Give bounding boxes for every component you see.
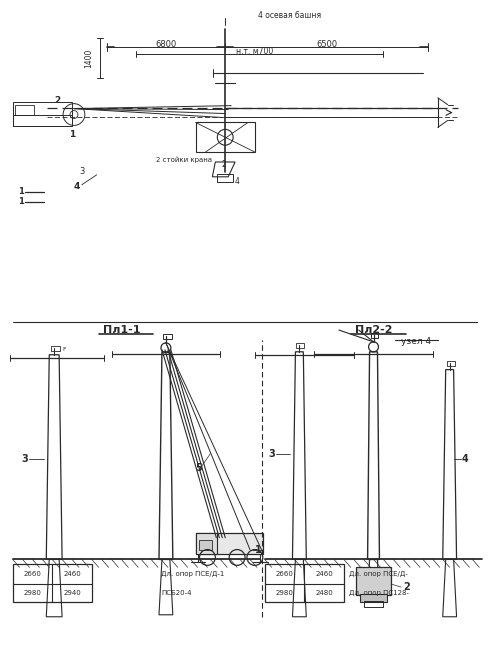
Text: 2980: 2980 xyxy=(275,590,294,596)
Text: 2480: 2480 xyxy=(315,590,333,596)
Text: 2: 2 xyxy=(222,160,226,170)
Text: 2: 2 xyxy=(403,582,410,592)
Text: 4 осевая башня: 4 осевая башня xyxy=(258,11,321,20)
Polygon shape xyxy=(196,533,218,555)
Bar xyxy=(356,567,392,595)
Text: 1: 1 xyxy=(18,197,24,206)
Text: 1: 1 xyxy=(254,545,261,555)
Text: 1: 1 xyxy=(69,130,75,139)
Bar xyxy=(447,360,455,366)
Text: 2: 2 xyxy=(54,96,60,105)
Bar xyxy=(15,105,34,115)
Bar xyxy=(163,334,172,339)
Text: 2660: 2660 xyxy=(275,572,294,578)
Text: 2940: 2940 xyxy=(63,590,81,596)
Text: 6800: 6800 xyxy=(155,40,176,49)
Text: 2460: 2460 xyxy=(63,572,81,578)
Text: 6500: 6500 xyxy=(317,40,338,49)
Text: 4: 4 xyxy=(462,454,469,464)
Text: 2980: 2980 xyxy=(24,590,41,596)
Text: 5: 5 xyxy=(195,464,202,474)
Text: 4: 4 xyxy=(74,182,80,191)
Text: Пл1-1: Пл1-1 xyxy=(103,325,140,335)
Bar xyxy=(13,102,72,127)
Text: 3: 3 xyxy=(269,449,275,459)
Text: Дл. опор ПС128-: Дл. опор ПС128- xyxy=(349,590,409,596)
Text: 1: 1 xyxy=(18,187,24,196)
Text: 2660: 2660 xyxy=(24,572,41,578)
Text: 1400: 1400 xyxy=(84,48,93,68)
Bar xyxy=(196,123,255,152)
Bar xyxy=(13,564,92,602)
Bar xyxy=(218,174,233,182)
Text: 2 стойки крана: 2 стойки крана xyxy=(156,157,212,163)
Bar xyxy=(360,594,388,602)
Bar xyxy=(265,564,344,602)
Text: узел 4: узел 4 xyxy=(401,338,431,346)
Text: 2460: 2460 xyxy=(315,572,333,578)
Text: F: F xyxy=(62,347,66,352)
Bar xyxy=(198,539,212,549)
Text: Дл. опор ПСЕ/Д-1: Дл. опор ПСЕ/Д-1 xyxy=(161,572,224,578)
Bar xyxy=(13,115,72,127)
Bar xyxy=(296,343,304,348)
Bar xyxy=(196,533,263,555)
Text: Дл. опор ПСЕ/Д-: Дл. опор ПСЕ/Д- xyxy=(349,572,408,578)
Bar xyxy=(370,333,378,338)
Text: н.т. м700: н.т. м700 xyxy=(236,47,273,56)
Bar xyxy=(51,346,60,351)
Text: 4: 4 xyxy=(235,178,240,186)
Text: 3: 3 xyxy=(21,454,28,464)
Text: Пл2-2: Пл2-2 xyxy=(355,325,392,335)
Bar xyxy=(364,601,383,607)
Text: ПСБ20-4: ПСБ20-4 xyxy=(161,590,192,596)
Text: 3: 3 xyxy=(79,168,85,176)
